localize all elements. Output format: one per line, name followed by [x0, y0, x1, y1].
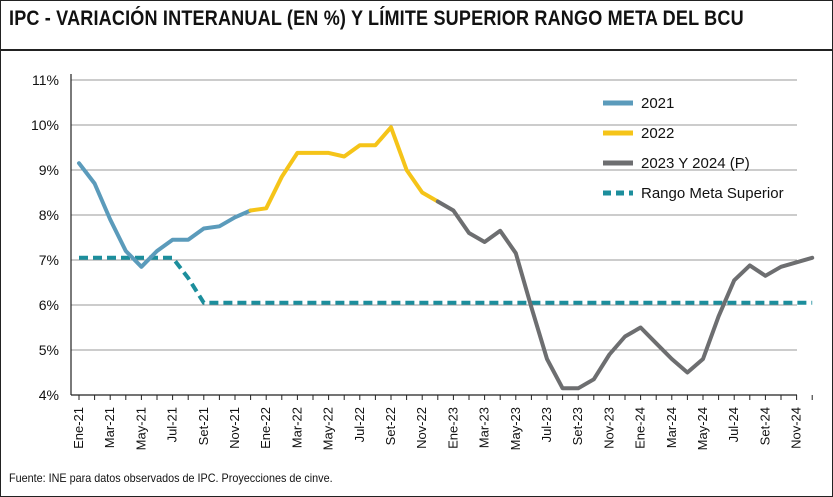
x-tick-label: Nov-23	[601, 407, 616, 449]
y-tick-label: 7%	[39, 252, 59, 268]
series-line-1	[77, 161, 253, 269]
series-lines	[77, 125, 815, 391]
title-divider	[1, 49, 832, 51]
legend-label: Rango Meta Superior	[641, 185, 784, 202]
x-tick-label: Jul-24	[726, 407, 741, 442]
x-tick-label: May-21	[133, 407, 148, 450]
x-tick-label: Mar-23	[477, 407, 492, 448]
x-tick-label: Jul-23	[539, 407, 554, 442]
legend-label: 2022	[641, 125, 674, 142]
x-tick-label: Nov-21	[227, 407, 242, 449]
y-tick-label: 11%	[32, 72, 59, 88]
x-tick-label: Set-23	[570, 407, 585, 445]
series-line-2	[248, 125, 440, 213]
source-note: Fuente: INE para datos observados de IPC…	[9, 471, 333, 485]
x-tick-label: Jul-22	[352, 407, 367, 442]
x-tick-label: Set-24	[757, 407, 772, 445]
x-tick-label: Ene-21	[71, 407, 86, 449]
legend-label: 2021	[641, 95, 674, 112]
axes: 4% 5% 6% 7% 8% 9% 10% 11% Ene-21 Mar-21 May-21 Jul-…	[31, 72, 813, 450]
x-tick-label: May-24	[695, 407, 710, 450]
x-tick-label: Nov-24	[789, 407, 804, 449]
gridlines	[71, 79, 797, 351]
y-tick-label: 5%	[39, 342, 59, 358]
legend-label: 2023 Y 2024 (P)	[641, 155, 750, 172]
series-line-3	[435, 199, 815, 391]
x-tick-label: May-22	[321, 407, 336, 450]
series-line-4	[79, 255, 813, 305]
x-tick-label: Mar-21	[102, 407, 117, 448]
y-tick-label: 8%	[39, 207, 59, 223]
legend: 2021 2022 2023 Y 2024 (P) Rango Meta Superi…	[603, 95, 784, 202]
x-tick-label: Ene-23	[445, 407, 460, 449]
x-tick-label: Ene-24	[633, 407, 648, 449]
y-tick-label: 4%	[39, 387, 59, 403]
x-tick-label: Ene-22	[258, 407, 273, 449]
x-tick-label: Set-22	[383, 407, 398, 445]
x-tick-label: Nov-22	[414, 407, 429, 449]
x-tick-label: Set-21	[196, 407, 211, 445]
x-tick-label: May-23	[508, 407, 523, 450]
x-tick-label: Mar-24	[664, 407, 679, 448]
y-tick-label: 10%	[31, 117, 59, 133]
y-tick-label: 6%	[39, 297, 59, 313]
y-tick-label: 9%	[39, 162, 59, 178]
chart-title: IPC - VARIACIÓN INTERANUAL (EN %) Y LÍMI…	[9, 7, 744, 30]
x-tick-label: Jul-21	[165, 407, 180, 442]
x-tick-label: Mar-22	[289, 407, 304, 448]
